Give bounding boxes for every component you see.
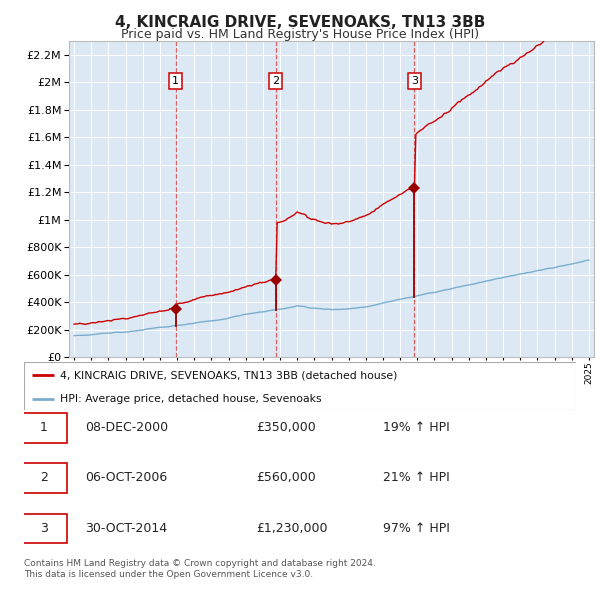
Text: 30-OCT-2014: 30-OCT-2014	[85, 522, 167, 535]
Text: 21% ↑ HPI: 21% ↑ HPI	[383, 471, 449, 484]
Text: £560,000: £560,000	[256, 471, 316, 484]
Text: £350,000: £350,000	[256, 421, 316, 434]
Text: £1,230,000: £1,230,000	[256, 522, 328, 535]
Text: Contains HM Land Registry data © Crown copyright and database right 2024.
This d: Contains HM Land Registry data © Crown c…	[24, 559, 376, 579]
Text: 1: 1	[172, 76, 179, 86]
Text: 2: 2	[40, 471, 48, 484]
Text: 3: 3	[411, 76, 418, 86]
Text: 97% ↑ HPI: 97% ↑ HPI	[383, 522, 449, 535]
Text: 4, KINCRAIG DRIVE, SEVENOAKS, TN13 3BB: 4, KINCRAIG DRIVE, SEVENOAKS, TN13 3BB	[115, 15, 485, 30]
FancyBboxPatch shape	[21, 513, 67, 543]
Text: 4, KINCRAIG DRIVE, SEVENOAKS, TN13 3BB (detached house): 4, KINCRAIG DRIVE, SEVENOAKS, TN13 3BB (…	[60, 370, 397, 380]
Text: 06-OCT-2006: 06-OCT-2006	[85, 471, 167, 484]
FancyBboxPatch shape	[24, 362, 576, 410]
Text: HPI: Average price, detached house, Sevenoaks: HPI: Average price, detached house, Seve…	[60, 394, 322, 404]
Text: 1: 1	[40, 421, 48, 434]
FancyBboxPatch shape	[21, 463, 67, 493]
Text: 3: 3	[40, 522, 48, 535]
FancyBboxPatch shape	[21, 413, 67, 443]
Text: Price paid vs. HM Land Registry's House Price Index (HPI): Price paid vs. HM Land Registry's House …	[121, 28, 479, 41]
Text: 08-DEC-2000: 08-DEC-2000	[85, 421, 168, 434]
Text: 2: 2	[272, 76, 280, 86]
Text: 19% ↑ HPI: 19% ↑ HPI	[383, 421, 449, 434]
